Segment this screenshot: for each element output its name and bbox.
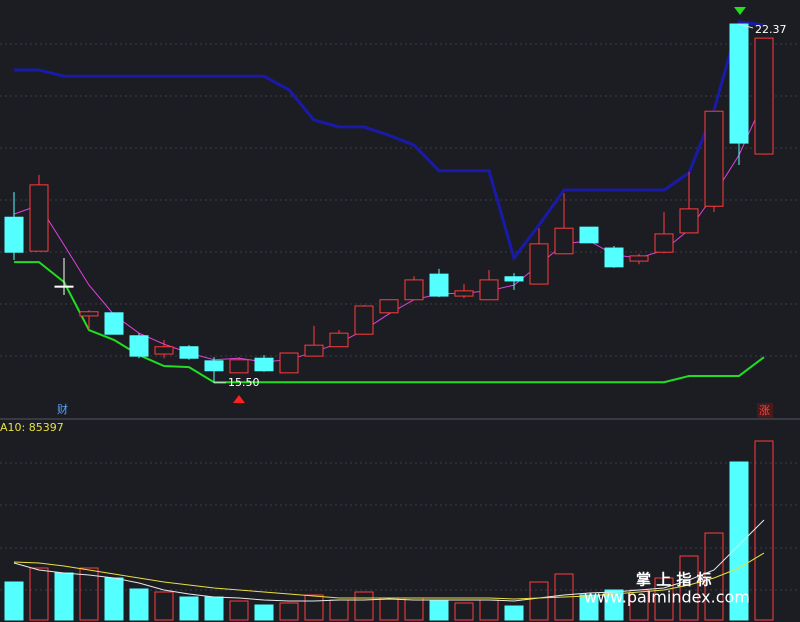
volume-bar xyxy=(704,532,724,621)
volume-bar xyxy=(304,594,324,621)
candle-body xyxy=(29,184,49,252)
volume-bar xyxy=(579,594,599,621)
candle-body xyxy=(579,226,599,244)
volume-bar xyxy=(379,597,399,621)
candle-body xyxy=(354,305,374,335)
finance-marker: 财 xyxy=(57,402,68,416)
max-pointer xyxy=(738,23,754,29)
indicator-line xyxy=(14,20,765,262)
min-label: 15.50 xyxy=(228,376,260,389)
volume-bar xyxy=(679,555,699,621)
volume-bar xyxy=(179,596,199,621)
indicator-line xyxy=(13,99,765,363)
volume-bar xyxy=(204,596,224,621)
indicator-line xyxy=(14,261,765,384)
volume-bar xyxy=(279,602,299,621)
volume-bar xyxy=(654,577,674,621)
candle-body xyxy=(554,227,574,255)
volume-bar xyxy=(79,567,99,621)
candle-body xyxy=(754,37,774,155)
candle-body xyxy=(129,335,149,357)
candle-body xyxy=(729,23,749,144)
volume-bar xyxy=(404,597,424,621)
candle-body xyxy=(529,243,549,285)
candle-body xyxy=(479,279,499,301)
candle-body xyxy=(329,332,349,348)
candle-body xyxy=(104,312,124,335)
candle-body xyxy=(4,216,24,253)
candle-body xyxy=(279,352,299,374)
buy-signal xyxy=(233,395,245,403)
candle-body xyxy=(54,285,74,288)
rise-marker-bg xyxy=(757,403,773,418)
volume-bar xyxy=(754,440,774,621)
candle-body xyxy=(379,299,399,314)
candle-body xyxy=(404,279,424,301)
candle-body xyxy=(429,273,449,297)
candle-body xyxy=(79,311,99,317)
candle-body xyxy=(304,344,324,357)
volume-bar xyxy=(229,600,249,621)
rise-marker: 涨 xyxy=(759,404,770,417)
volume-bar xyxy=(479,599,499,621)
volume-average-line xyxy=(13,519,765,602)
candle-body xyxy=(454,290,474,297)
max-label: 22.37 xyxy=(755,23,787,36)
candle-body xyxy=(179,346,199,359)
volume-bar xyxy=(329,599,349,621)
volume-bar xyxy=(254,604,274,621)
volume-bar xyxy=(429,600,449,621)
volume-label: A10: 85397 xyxy=(0,421,64,434)
candle-body xyxy=(204,360,224,372)
volume-bar xyxy=(529,581,549,621)
volume-bar xyxy=(54,572,74,621)
volume-bar xyxy=(504,605,524,621)
plot: 22.37 15.50 xyxy=(4,20,787,621)
volume-average-line xyxy=(13,552,765,600)
candle-body xyxy=(504,276,524,282)
volume-bar xyxy=(129,588,149,621)
volume-bar xyxy=(454,602,474,621)
volume-bar xyxy=(729,461,749,621)
volume-bar xyxy=(4,581,24,621)
candle-body xyxy=(679,208,699,234)
volume-bar xyxy=(604,589,624,621)
candle-body xyxy=(629,255,649,262)
watermark-url: www.palmindex.com xyxy=(584,588,750,607)
candle-body xyxy=(154,346,174,355)
candle-body xyxy=(704,110,724,207)
sell-signal xyxy=(734,7,746,15)
volume-bar xyxy=(354,591,374,621)
candle-body xyxy=(254,357,274,372)
watermark-title: 掌 上 指 标 xyxy=(636,571,712,589)
volume-bar xyxy=(154,591,174,621)
volume-bar xyxy=(29,567,49,621)
candle-body xyxy=(604,247,624,268)
volume-bar xyxy=(104,577,124,621)
candle-body xyxy=(654,233,674,253)
candle-body xyxy=(229,359,249,374)
